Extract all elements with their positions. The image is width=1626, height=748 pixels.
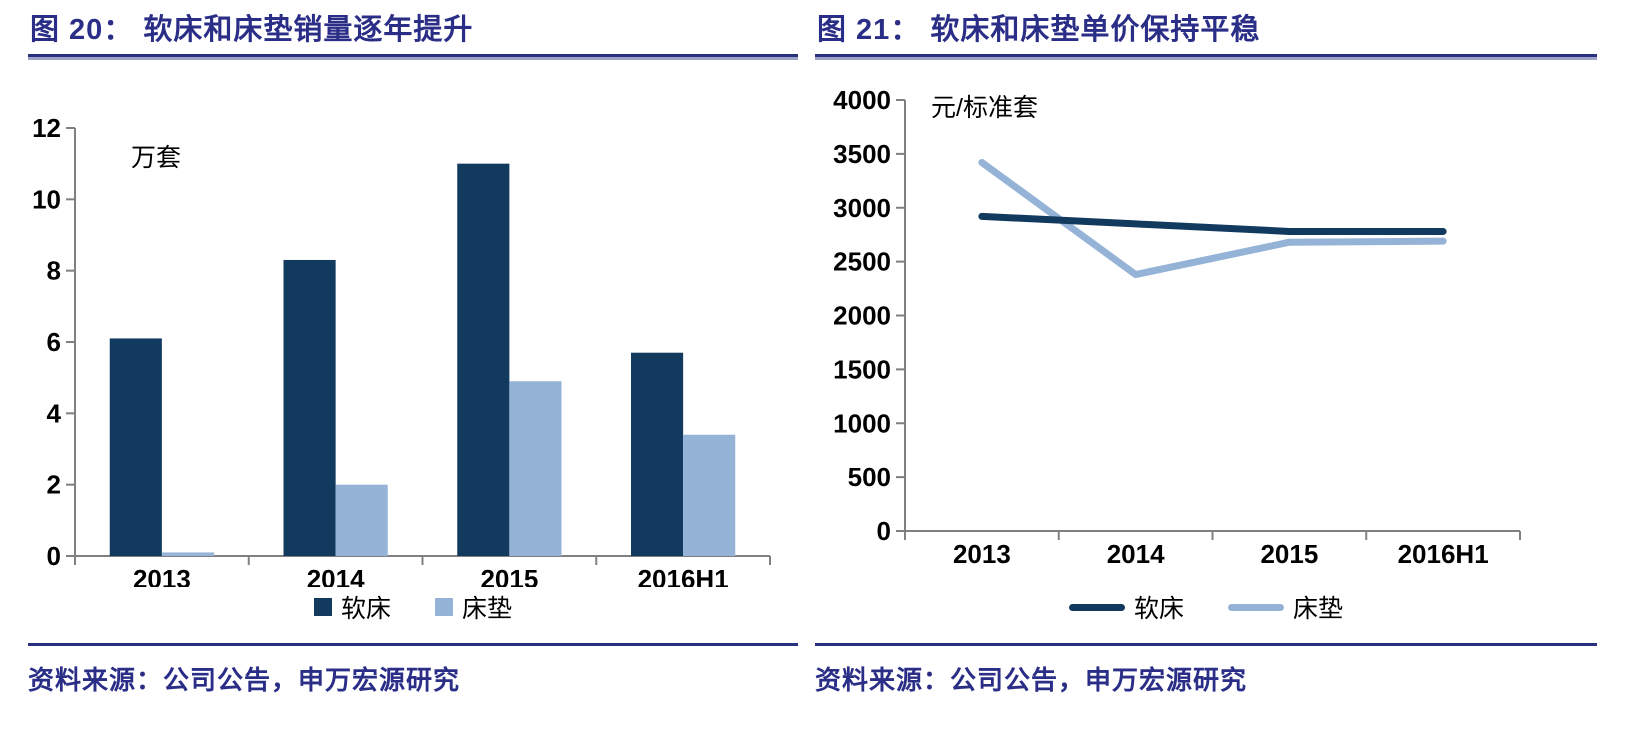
y-tick-label: 2 (47, 470, 61, 500)
figure-21-title-rule (815, 54, 1597, 57)
x-tick-label: 2014 (1107, 539, 1165, 569)
figure-20-label: 图 20： (30, 14, 134, 46)
figure-20-source-note: 资料来源：公司公告，申万宏源研究 (28, 665, 461, 695)
unit-label-group: 元/标准套 (931, 94, 1038, 122)
y-tick-label: 1000 (833, 408, 891, 438)
line-chart-svg: 0 500 1000 1500 2000 2500 3000 3500 4000 2013 2014… (833, 85, 1521, 569)
y-axis: 0 500 1000 1500 2000 2500 3000 3500 4000 (833, 85, 906, 546)
y-tick-label: 2500 (833, 247, 891, 277)
bar (683, 434, 736, 556)
x-tick-label: 2014 (307, 564, 365, 587)
bar (509, 381, 562, 556)
bar (631, 352, 684, 556)
legend-swatch-softbed (313, 598, 332, 616)
x-tick-label: 2015 (480, 564, 538, 587)
y-tick-label: 8 (47, 256, 61, 286)
line-series-softbed (978, 212, 1447, 235)
legend-item-mattress: 床垫 (1228, 589, 1343, 625)
x-axis: 2013 2014 2015 2016H1 (904, 530, 1521, 569)
x-tick-label: 2015 (1260, 539, 1318, 569)
figure-20-title-text: 软床和床垫销量逐年提升 (143, 14, 474, 46)
legend-swatch-softbed (1068, 603, 1125, 611)
y-tick-label: 4 (47, 398, 62, 428)
legend-item-softbed: 软床 (1068, 589, 1184, 625)
legend-item-softbed: 软床 (313, 589, 391, 625)
y-tick-label: 0 (877, 516, 891, 546)
y-tick-label: 6 (47, 327, 61, 357)
y-tick-label: 12 (32, 113, 61, 143)
bar-series-mattress (161, 381, 736, 556)
figure-20-footer-rule (28, 643, 798, 646)
bar (335, 484, 388, 556)
y-tick-label: 500 (848, 462, 891, 492)
x-tick-label: 2016H1 (638, 564, 729, 587)
legend-item-mattress: 床垫 (435, 589, 512, 625)
unit-label: 万套 (131, 144, 181, 172)
bar-chart-svg: 0 2 4 6 8 10 12 2013 2014 2015 2016H1 万套 (32, 113, 771, 594)
y-tick-label: 10 (32, 184, 61, 214)
figure-20-panel: 图 20： 软床和床垫销量逐年提升 0 2 4 6 8 10 12 2013 2014 2015 20… (28, 12, 798, 723)
x-tick-label: 2013 (133, 564, 191, 587)
sales-volume-bar-chart: 0 2 4 6 8 10 12 2013 2014 2015 2016H1 万套 (28, 67, 798, 594)
figure-21-label: 图 21： (817, 14, 921, 46)
y-tick-label: 1500 (833, 354, 891, 384)
legend-label-softbed: 软床 (1133, 595, 1184, 623)
x-tick-label: 2013 (953, 539, 1011, 569)
x-tick-label: 2016H1 (1398, 539, 1489, 569)
bar (457, 163, 510, 556)
y-tick-label: 2000 (833, 301, 891, 331)
unit-label: 元/标准套 (931, 94, 1038, 122)
figure-20-title-rule (28, 54, 798, 57)
legend-label-mattress: 床垫 (1293, 595, 1344, 623)
bar (283, 259, 336, 556)
figure-21-panel: 图 21： 软床和床垫单价保持平稳 0 500 1000 1500 2000 2500 300… (815, 12, 1597, 723)
y-axis: 0 2 4 6 8 10 12 (32, 113, 76, 571)
y-tick-label: 0 (47, 541, 61, 571)
unit-price-line-chart: 0 500 1000 1500 2000 2500 3000 3500 4000 2013 2014… (815, 67, 1597, 587)
legend-swatch-mattress (435, 598, 453, 616)
legend-swatch-mattress (1228, 603, 1284, 611)
figure-21-legend: 软床 床垫 (815, 591, 1597, 623)
legend-label-softbed: 软床 (340, 595, 391, 623)
unit-label-group: 万套 (131, 144, 181, 172)
y-tick-label: 3000 (833, 193, 891, 223)
legend-label-mattress: 床垫 (462, 595, 513, 623)
figure-21-title: 图 21： 软床和床垫单价保持平稳 (815, 12, 1597, 48)
figure-20-title: 图 20： 软床和床垫销量逐年提升 (28, 12, 798, 48)
bar (109, 338, 162, 556)
figure-21-footer-rule (815, 643, 1597, 646)
y-tick-label: 4000 (833, 85, 891, 115)
bar-series-softbed (109, 163, 684, 556)
bar (161, 552, 214, 556)
figure-20-legend: 软床 床垫 (28, 591, 798, 623)
x-axis: 2013 2014 2015 2016H1 (74, 555, 771, 594)
figure-21-title-text: 软床和床垫单价保持平稳 (930, 14, 1261, 46)
figure-21-source-note: 资料来源：公司公告，申万宏源研究 (815, 665, 1248, 695)
y-tick-label: 3500 (833, 139, 891, 169)
